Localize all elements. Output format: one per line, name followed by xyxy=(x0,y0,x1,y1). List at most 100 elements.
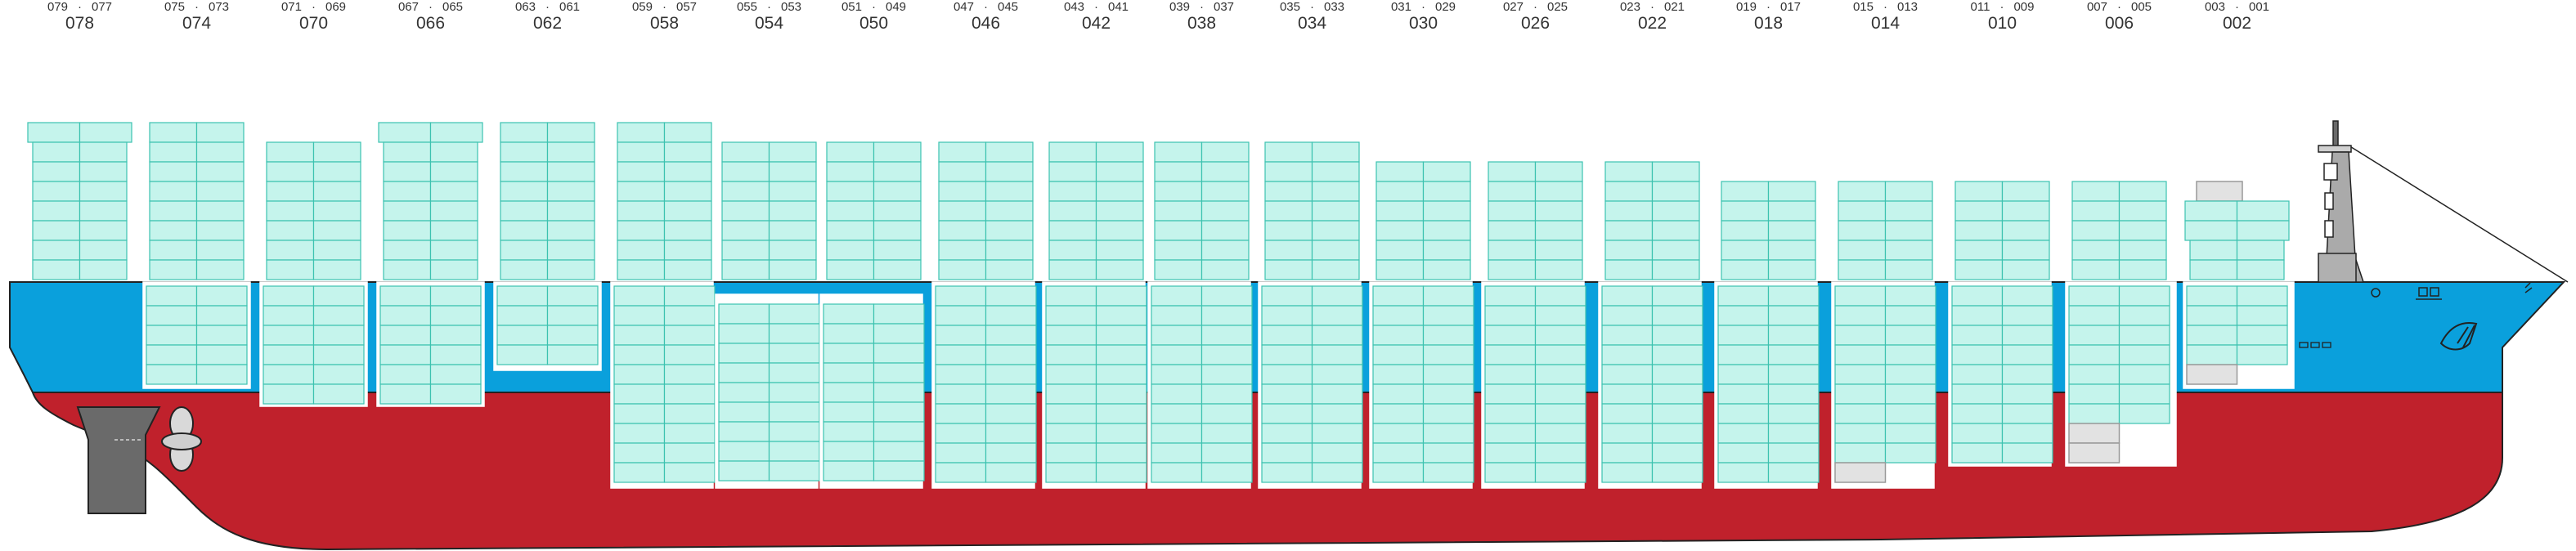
container xyxy=(1200,344,1253,365)
bay-left-number: 071 xyxy=(280,0,302,14)
container xyxy=(195,240,245,261)
container xyxy=(721,141,770,163)
container xyxy=(1767,200,1816,222)
container xyxy=(1422,285,1474,307)
container xyxy=(2186,285,2238,307)
bay-label-062: 063 · 061 062 xyxy=(491,0,605,33)
deck-stack-top xyxy=(378,122,483,143)
container xyxy=(79,220,128,241)
container xyxy=(266,240,315,261)
container xyxy=(1264,220,1313,241)
container xyxy=(1834,423,1887,444)
container xyxy=(1534,364,1586,385)
container xyxy=(195,344,248,365)
container xyxy=(146,305,198,326)
container xyxy=(1651,383,1703,405)
container xyxy=(1045,462,1097,483)
container xyxy=(2186,305,2238,326)
container xyxy=(1834,344,1887,365)
container xyxy=(1717,344,1770,365)
container xyxy=(312,240,361,261)
container xyxy=(1261,325,1313,346)
deck-stack xyxy=(1048,141,1144,280)
bay-label-002: 003 · 001 002 xyxy=(2180,0,2295,33)
container xyxy=(873,401,925,423)
container xyxy=(195,285,248,307)
container xyxy=(383,141,432,163)
container xyxy=(2118,403,2170,424)
container xyxy=(2068,285,2120,307)
container xyxy=(1151,344,1203,365)
container xyxy=(617,122,666,143)
container xyxy=(823,460,875,482)
bay-pair: 067 · 065 xyxy=(397,0,464,14)
hold-stack xyxy=(935,285,1037,483)
container xyxy=(429,141,478,163)
container xyxy=(2068,344,2120,365)
container xyxy=(546,240,595,261)
hold-stack xyxy=(2068,285,2170,424)
container xyxy=(1095,325,1147,346)
container xyxy=(1200,200,1250,222)
container xyxy=(1601,285,1654,307)
container xyxy=(1311,383,1363,405)
container xyxy=(1651,325,1703,346)
container xyxy=(1767,364,1820,385)
container xyxy=(1767,285,1820,307)
container xyxy=(1151,305,1203,326)
container xyxy=(149,122,198,143)
bay-label-018: 019 · 017 018 xyxy=(1712,0,1826,33)
container xyxy=(1954,181,2004,202)
container xyxy=(1484,423,1537,444)
container xyxy=(663,220,712,241)
container xyxy=(985,220,1034,241)
container xyxy=(1261,423,1313,444)
deck-stack xyxy=(1838,181,1933,280)
container xyxy=(1484,285,1537,307)
container xyxy=(1200,220,1250,241)
container xyxy=(768,161,817,182)
hold-stack xyxy=(379,285,482,405)
bay-number: 022 xyxy=(1637,14,1667,33)
container xyxy=(718,323,770,344)
container xyxy=(1095,462,1147,483)
container xyxy=(1422,240,1471,261)
container xyxy=(312,325,365,346)
container xyxy=(873,220,922,241)
container xyxy=(1264,240,1313,261)
container xyxy=(718,421,770,442)
container xyxy=(149,259,198,280)
bay-pair: 043 · 041 xyxy=(1063,0,1129,14)
container xyxy=(266,161,315,182)
container xyxy=(1311,285,1363,307)
hold-stack xyxy=(1045,285,1147,483)
bay-pair: 015 · 013 xyxy=(1852,0,1919,14)
container xyxy=(1834,403,1887,424)
bay-left-number: 023 xyxy=(1619,0,1640,14)
container xyxy=(379,285,432,307)
container xyxy=(383,240,432,261)
hold-stack xyxy=(496,285,599,365)
hold-stack xyxy=(146,285,248,385)
container xyxy=(718,343,770,364)
container xyxy=(1767,423,1820,444)
container xyxy=(1045,403,1097,424)
container xyxy=(1045,383,1097,405)
container xyxy=(263,344,315,365)
container xyxy=(873,460,925,482)
hold-stack xyxy=(1372,285,1474,483)
deck-stack xyxy=(1376,161,1471,280)
bay-left-number: 051 xyxy=(841,0,862,14)
container xyxy=(312,285,365,307)
container xyxy=(1767,442,1820,464)
anchor-mark xyxy=(2439,322,2478,351)
container xyxy=(429,364,482,385)
container xyxy=(1095,181,1144,202)
container xyxy=(1200,423,1253,444)
container xyxy=(429,200,478,222)
container xyxy=(1604,259,1654,280)
bay-right-number: 009 xyxy=(2013,0,2035,14)
container xyxy=(149,161,198,182)
container xyxy=(663,442,716,464)
container xyxy=(826,141,875,163)
